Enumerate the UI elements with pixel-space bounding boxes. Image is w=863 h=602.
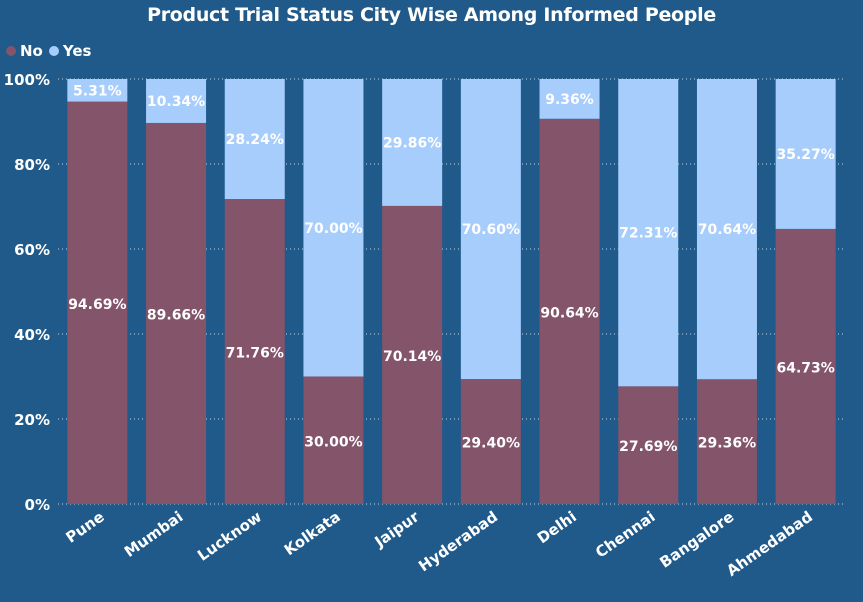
y-tick-label: 80%	[14, 156, 50, 174]
y-tick-label: 20%	[14, 411, 50, 429]
bar-segment-no[interactable]	[460, 379, 521, 504]
y-tick-label: 40%	[14, 326, 50, 344]
legend-swatch-no	[6, 46, 16, 56]
data-label-no: 30.00%	[304, 434, 362, 450]
bar-segment-no[interactable]	[67, 101, 128, 504]
data-label-yes: 9.36%	[545, 92, 594, 108]
bar-segment-no[interactable]	[303, 376, 364, 505]
bar-segment-no[interactable]	[775, 228, 836, 504]
data-label-yes: 28.24%	[226, 132, 284, 148]
bar-segment-no[interactable]	[539, 118, 600, 504]
data-label-no: 64.73%	[776, 360, 834, 376]
data-label-yes: 5.31%	[73, 83, 122, 99]
legend-item-yes[interactable]: Yes	[48, 42, 92, 60]
bar-segment-yes[interactable]	[146, 79, 207, 123]
x-tick-label: Pune	[62, 508, 107, 547]
bar-segment-no[interactable]	[382, 205, 443, 504]
x-tick-label: Bangalore	[656, 508, 737, 572]
data-label-no: 90.64%	[540, 305, 598, 321]
legend-label-no: No	[20, 42, 43, 60]
x-tick-label: Ahmedabad	[723, 508, 816, 580]
legend-label-yes: Yes	[62, 42, 92, 60]
bar-segment-no[interactable]	[696, 379, 757, 504]
data-label-no: 89.66%	[147, 307, 205, 323]
data-label-yes: 70.60%	[462, 222, 520, 238]
bar-segment-yes[interactable]	[67, 79, 128, 102]
data-label-no: 70.14%	[383, 349, 441, 365]
data-label-yes: 10.34%	[147, 94, 205, 110]
data-label-no: 29.36%	[698, 436, 756, 452]
data-label-yes: 70.00%	[304, 221, 362, 237]
y-tick-label: 60%	[14, 241, 50, 259]
x-tick-label: Mumbai	[121, 508, 186, 561]
x-tick-label: Jaipur	[371, 507, 423, 551]
x-tick-label: Hyderabad	[415, 508, 501, 576]
data-label-yes: 72.31%	[619, 226, 677, 242]
y-tick-label: 100%	[4, 71, 50, 89]
x-tick-label: Delhi	[534, 508, 580, 548]
data-label-yes: 29.86%	[383, 135, 441, 151]
data-label-yes: 70.64%	[698, 222, 756, 238]
legend-item-no[interactable]: No	[6, 42, 43, 60]
x-tick-label: Lucknow	[194, 507, 265, 564]
y-tick-label: 0%	[25, 496, 50, 514]
x-tick-label: Kolkata	[281, 508, 344, 560]
bar-segment-yes[interactable]	[775, 79, 836, 229]
bar-segment-yes[interactable]	[539, 79, 600, 119]
bar-segment-yes[interactable]	[382, 79, 443, 206]
data-label-no: 27.69%	[619, 439, 677, 455]
data-label-no: 94.69%	[68, 297, 126, 313]
data-label-yes: 35.27%	[776, 147, 834, 163]
x-tick-label: Chennai	[592, 508, 658, 562]
bar-segment-yes[interactable]	[696, 79, 757, 380]
chart-title: Product Trial Status City Wise Among Inf…	[147, 4, 716, 26]
bar-segment-no[interactable]	[618, 386, 679, 504]
bar-segment-yes[interactable]	[224, 79, 285, 200]
legend: No Yes	[6, 42, 97, 60]
legend-swatch-yes	[48, 46, 59, 56]
bar-segment-no[interactable]	[146, 122, 207, 504]
bar-segment-no[interactable]	[224, 199, 285, 504]
bar-segment-yes[interactable]	[303, 79, 364, 377]
bar-segment-yes[interactable]	[618, 79, 679, 387]
data-label-no: 29.40%	[462, 436, 520, 452]
bar-segment-yes[interactable]	[460, 79, 521, 380]
data-label-no: 71.76%	[226, 346, 284, 362]
